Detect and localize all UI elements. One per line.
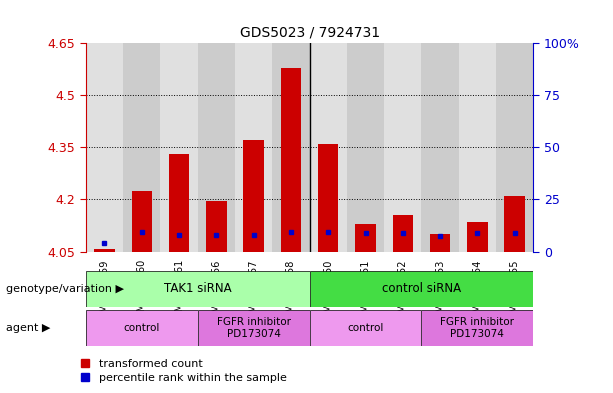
- Title: GDS5023 / 7924731: GDS5023 / 7924731: [240, 25, 379, 39]
- Text: TAK1 siRNA: TAK1 siRNA: [164, 282, 232, 296]
- Bar: [197, 43, 235, 252]
- Bar: [318, 144, 338, 252]
- Bar: [123, 43, 161, 252]
- Bar: [161, 43, 197, 252]
- Bar: [384, 43, 421, 252]
- Text: control: control: [348, 323, 384, 333]
- Bar: [169, 154, 189, 252]
- Bar: [243, 140, 264, 252]
- Bar: [281, 68, 301, 252]
- Text: genotype/variation ▶: genotype/variation ▶: [6, 284, 124, 294]
- Bar: [235, 43, 272, 252]
- Bar: [86, 43, 123, 252]
- Bar: [430, 234, 451, 252]
- Bar: [421, 43, 459, 252]
- Bar: [356, 224, 376, 252]
- Bar: [496, 43, 533, 252]
- Bar: [94, 249, 115, 252]
- Bar: [459, 43, 496, 252]
- Bar: [467, 222, 487, 252]
- Text: control: control: [124, 323, 160, 333]
- Bar: [206, 201, 227, 252]
- Bar: [272, 43, 310, 252]
- Text: agent ▶: agent ▶: [6, 323, 50, 333]
- Bar: [392, 215, 413, 252]
- Bar: [132, 191, 152, 252]
- Text: FGFR inhibitor
PD173074: FGFR inhibitor PD173074: [216, 318, 291, 339]
- Text: control siRNA: control siRNA: [382, 282, 461, 296]
- Bar: [504, 196, 525, 252]
- Text: FGFR inhibitor
PD173074: FGFR inhibitor PD173074: [440, 318, 514, 339]
- Legend: transformed count, percentile rank within the sample: transformed count, percentile rank withi…: [79, 359, 287, 383]
- Bar: [310, 43, 347, 252]
- Bar: [347, 43, 384, 252]
